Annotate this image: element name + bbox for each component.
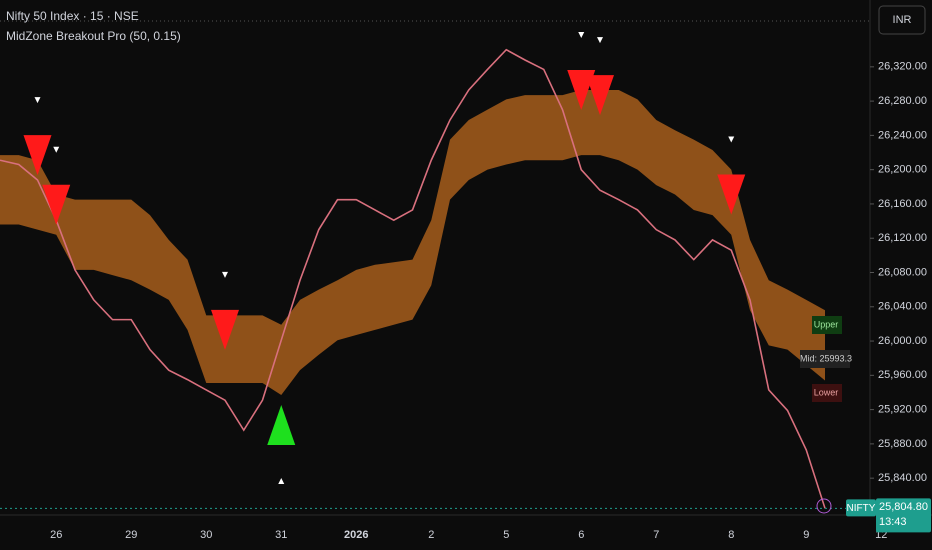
last-price: 25,804.80 xyxy=(879,501,928,513)
signal-hint xyxy=(728,136,735,143)
y-tick-label: 25,920.00 xyxy=(878,404,927,416)
y-tick-label: 26,120.00 xyxy=(878,232,927,244)
y-tick-label: 26,280.00 xyxy=(878,95,927,107)
signal-hint xyxy=(34,97,41,104)
sell-signal xyxy=(211,309,239,350)
x-tick-label: 2026 xyxy=(344,529,368,541)
sell-signal xyxy=(717,174,746,215)
band-label: Mid: 25993.3 xyxy=(800,353,852,363)
y-tick-label: 26,040.00 xyxy=(878,301,927,313)
chart-title: Nifty 50 Index · 15 · NSE xyxy=(6,9,139,23)
band-label-box xyxy=(812,316,842,334)
sell-signal xyxy=(586,75,614,116)
band-label-box xyxy=(812,384,842,402)
x-tick-label: 2 xyxy=(428,529,434,541)
midzone-band xyxy=(0,89,825,396)
y-tick-label: 26,320.00 xyxy=(878,61,927,73)
signal-hint xyxy=(222,271,228,278)
band-label-box xyxy=(800,350,850,368)
price-line xyxy=(0,48,826,509)
alert-icon xyxy=(816,498,832,514)
x-tick-label: 8 xyxy=(728,529,734,541)
x-tick-label: 5 xyxy=(503,529,509,541)
y-tick-label: 26,000.00 xyxy=(878,335,927,347)
y-tick-label: 26,200.00 xyxy=(878,164,927,176)
band-label: Lower xyxy=(814,387,839,397)
currency[interactable]: INR xyxy=(893,14,912,26)
buy-signal xyxy=(267,405,296,446)
x-tick-label: 9 xyxy=(803,529,809,541)
x-tick-label: 6 xyxy=(578,529,584,541)
symbol: NIFTY xyxy=(847,503,876,514)
sell-signal xyxy=(42,184,71,225)
y-tick-label: 25,840.00 xyxy=(878,472,927,484)
x-tick-label: 30 xyxy=(200,529,212,541)
y-tick-label: 25,880.00 xyxy=(878,438,927,450)
signal-hint xyxy=(278,478,285,485)
last-price-box xyxy=(876,498,931,533)
currency-box[interactable] xyxy=(878,5,926,35)
y-tick-label: 26,240.00 xyxy=(878,129,927,141)
indicator-name: MidZone Breakout Pro (50, 0.15) xyxy=(6,29,181,43)
x-tick-label: 29 xyxy=(125,529,137,541)
y-tick-label: 25,960.00 xyxy=(878,369,927,381)
y-tick-label: 26,080.00 xyxy=(878,266,927,278)
symbol-box xyxy=(846,499,876,517)
x-tick-label: 7 xyxy=(653,529,659,541)
band-label: Upper xyxy=(814,319,839,329)
signal-hint xyxy=(578,31,585,38)
countdown: 13:43 xyxy=(879,516,907,528)
signal-hint xyxy=(53,146,60,153)
y-tick-label: 26,160.00 xyxy=(878,198,927,210)
sell-signal xyxy=(23,135,52,176)
x-tick-label: 31 xyxy=(275,529,287,541)
x-tick-label: 26 xyxy=(50,529,62,541)
signal-hint xyxy=(597,37,603,44)
